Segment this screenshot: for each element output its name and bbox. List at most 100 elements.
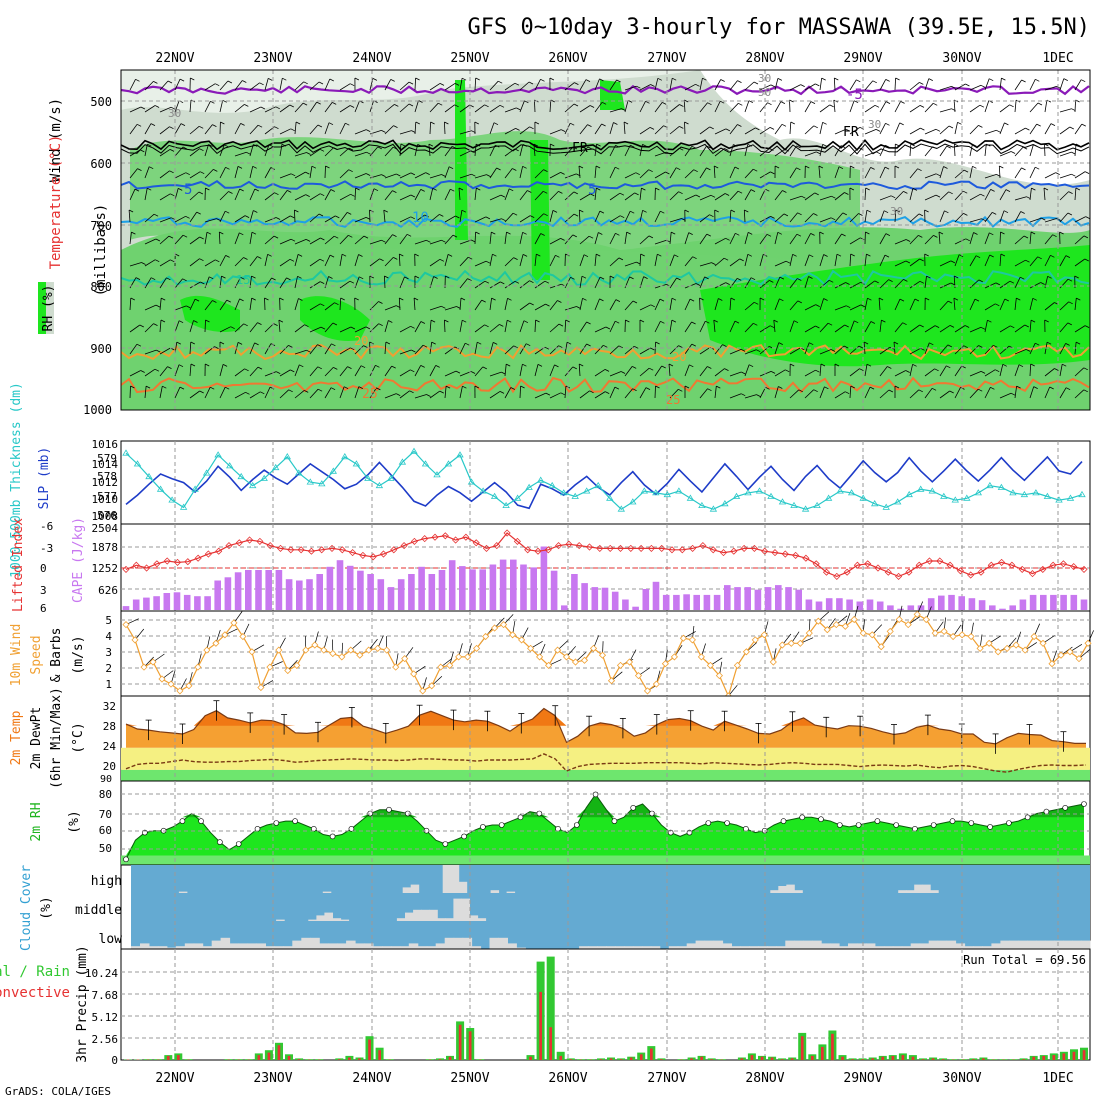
- wind-barb-flag: [316, 101, 321, 105]
- wind-barb-flag: [545, 392, 551, 396]
- wind-barb: [384, 275, 386, 289]
- wind-barb-flag: [560, 238, 565, 241]
- thickness-point: [306, 478, 315, 485]
- wind-barb: [489, 391, 501, 399]
- wind-barb-flag: [253, 144, 258, 147]
- wind-barb: [549, 300, 558, 311]
- thickness-point: [790, 501, 798, 508]
- wind-barb: [714, 79, 722, 91]
- wind-barb: [339, 347, 351, 355]
- wind-barb-flag: [748, 364, 754, 368]
- cape-bar: [958, 596, 965, 610]
- wind-barb-flag: [951, 86, 956, 89]
- wind-barb-flag: [566, 341, 572, 345]
- wind-speed-point: [706, 661, 714, 669]
- wind-barb: [264, 167, 272, 179]
- wind-barb-flag: [334, 235, 339, 239]
- cloud-bar-low: [355, 943, 365, 949]
- wind-barb: [804, 325, 816, 333]
- rh-saturated-region: [180, 295, 240, 332]
- lifted-index-point: [730, 547, 738, 555]
- wind-barb-flag: [587, 146, 593, 150]
- wind-barb-flag: [595, 165, 601, 169]
- wind-barb-flag: [275, 106, 280, 110]
- wind-barb-flag: [894, 385, 900, 389]
- wind-barb: [398, 297, 401, 311]
- wind-barb-flag: [1018, 364, 1024, 368]
- lifted-index-point: [596, 544, 604, 552]
- precip-convective-bar: [529, 1056, 532, 1060]
- wind-barb-flag: [895, 143, 900, 147]
- wind-barb: [218, 231, 221, 245]
- pressure-tick: 900: [90, 342, 112, 356]
- cloud-bar-low: [292, 940, 302, 949]
- wind-barb: [714, 193, 726, 201]
- wind-barb: [1074, 123, 1083, 135]
- precip-convective-bar: [660, 1059, 663, 1060]
- wind-barb: [879, 145, 886, 157]
- wind-barb-flag: [1067, 212, 1073, 216]
- wind-barb-flag: [329, 254, 335, 258]
- wind-barb: [953, 298, 956, 311]
- wind-barb-flag: [596, 143, 601, 147]
- wind-barb: [984, 254, 991, 267]
- lifted-index-point: [740, 544, 748, 552]
- wind-barb: [699, 194, 712, 201]
- thickness-point: [122, 449, 130, 456]
- wind-barb-flag: [320, 237, 325, 241]
- wind-barb: [534, 191, 544, 201]
- wind-barb: [939, 145, 948, 157]
- wind-barb-flag: [131, 231, 136, 235]
- wind-barb: [564, 306, 577, 311]
- wind-barb-flag: [295, 121, 301, 125]
- wind-barb: [249, 391, 261, 399]
- rh-point: [461, 833, 467, 840]
- precip-convective-bar: [861, 1059, 864, 1060]
- wind-barb: [249, 82, 260, 91]
- wind-barb-flag: [254, 188, 259, 192]
- wind-barb: [474, 231, 476, 245]
- wind-barb-flag: [1067, 322, 1072, 326]
- wind-barb: [383, 210, 386, 223]
- wind-barb-flag: [354, 297, 359, 301]
- wind-barb-flag: [948, 125, 954, 129]
- slp-tick: 1008: [92, 510, 119, 523]
- wind-barb: [444, 166, 450, 179]
- wind-barb-flag: [813, 389, 818, 393]
- wind-barb: [564, 366, 574, 377]
- wind-barb-flag: [785, 260, 791, 264]
- wind-barb: [384, 173, 397, 179]
- cloud-bar-middle: [477, 918, 487, 921]
- wind-barb-flag: [455, 370, 461, 374]
- wind-barb: [189, 211, 198, 223]
- wind-barb: [833, 77, 836, 91]
- wind-barb: [159, 126, 170, 135]
- wind-barb: [609, 257, 620, 267]
- wind-barb-flag: [980, 326, 986, 330]
- wind-barb-flag: [219, 341, 225, 345]
- thickness-point: [986, 481, 994, 489]
- cloud-bar-middle: [324, 912, 333, 921]
- wind-barb: [773, 320, 776, 333]
- wind-barb-flag: [830, 349, 836, 352]
- wind-barb-flag: [671, 231, 676, 235]
- wind-barb: [129, 188, 136, 201]
- lifted-index-point: [307, 547, 315, 555]
- wind-barb: [654, 171, 666, 179]
- pressure-tick: 500: [90, 95, 112, 109]
- wind-barb-flag: [318, 213, 324, 217]
- wind-barb-flag: [557, 300, 562, 303]
- wind-barb: [219, 80, 229, 91]
- wind-barb-flag: [774, 165, 780, 169]
- wind-barb: [984, 345, 994, 355]
- wind-barb: [144, 304, 157, 311]
- rh-point: [480, 824, 486, 830]
- wind-barb: [159, 80, 169, 91]
- wind-barb-flag: [212, 124, 217, 127]
- wind-barb: [309, 281, 321, 289]
- cloud-bar-low: [283, 946, 293, 949]
- wind-barb: [144, 105, 156, 113]
- cape-bar: [571, 574, 578, 610]
- wind-barb: [609, 79, 617, 91]
- cloud-bar-low: [839, 946, 849, 949]
